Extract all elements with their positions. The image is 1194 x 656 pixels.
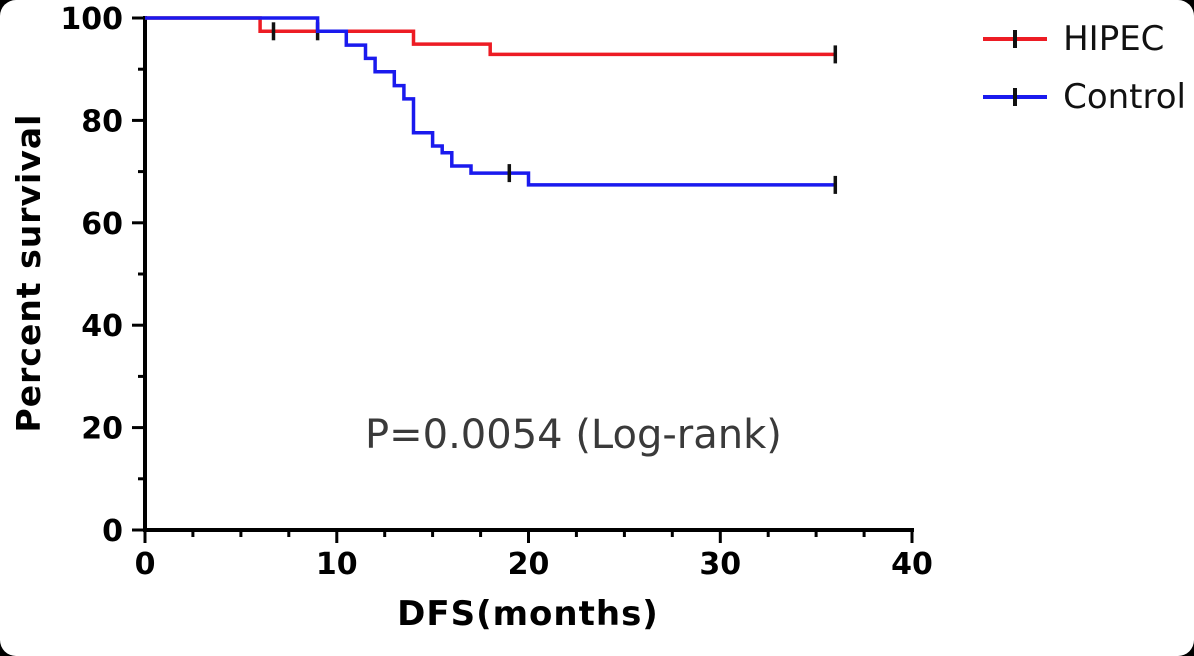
legend: HIPEC Control <box>983 22 1186 114</box>
series-control <box>145 16 838 194</box>
legend-label-control: Control <box>1063 77 1186 117</box>
censor-tick-icon <box>1013 88 1018 106</box>
legend-item-hipec: HIPEC <box>983 22 1186 56</box>
x-tick-label: 40 <box>891 547 933 582</box>
series-line-control <box>145 16 836 187</box>
series-line-hipec <box>145 16 836 57</box>
control-line-icon <box>983 87 1048 107</box>
series-hipec <box>145 16 838 64</box>
censor-tick-icon <box>1013 30 1018 48</box>
x-tick-label: 0 <box>135 547 156 582</box>
x-tick-label: 30 <box>699 547 741 582</box>
hipec-line-icon <box>983 29 1048 49</box>
y-tick-label: 0 <box>102 514 123 549</box>
pvalue-annotation: P=0.0054 (Log-rank) <box>365 412 782 458</box>
legend-item-control: Control <box>983 80 1186 114</box>
legend-label-hipec: HIPEC <box>1063 19 1165 59</box>
y-tick-label: 40 <box>81 309 123 344</box>
x-axis-ticks: 0 10 20 30 40 <box>135 530 933 582</box>
y-axis-ticks: 0 20 40 60 80 100 <box>60 2 145 549</box>
x-tick-label: 20 <box>508 547 550 582</box>
y-tick-label: 80 <box>81 104 123 139</box>
y-tick-label: 60 <box>81 207 123 242</box>
y-tick-label: 100 <box>60 2 123 37</box>
y-axis-title: Percent survival <box>9 113 48 433</box>
x-tick-label: 10 <box>316 547 358 582</box>
x-axis-title: DFS(months) <box>397 594 659 634</box>
y-tick-label: 20 <box>81 412 123 447</box>
